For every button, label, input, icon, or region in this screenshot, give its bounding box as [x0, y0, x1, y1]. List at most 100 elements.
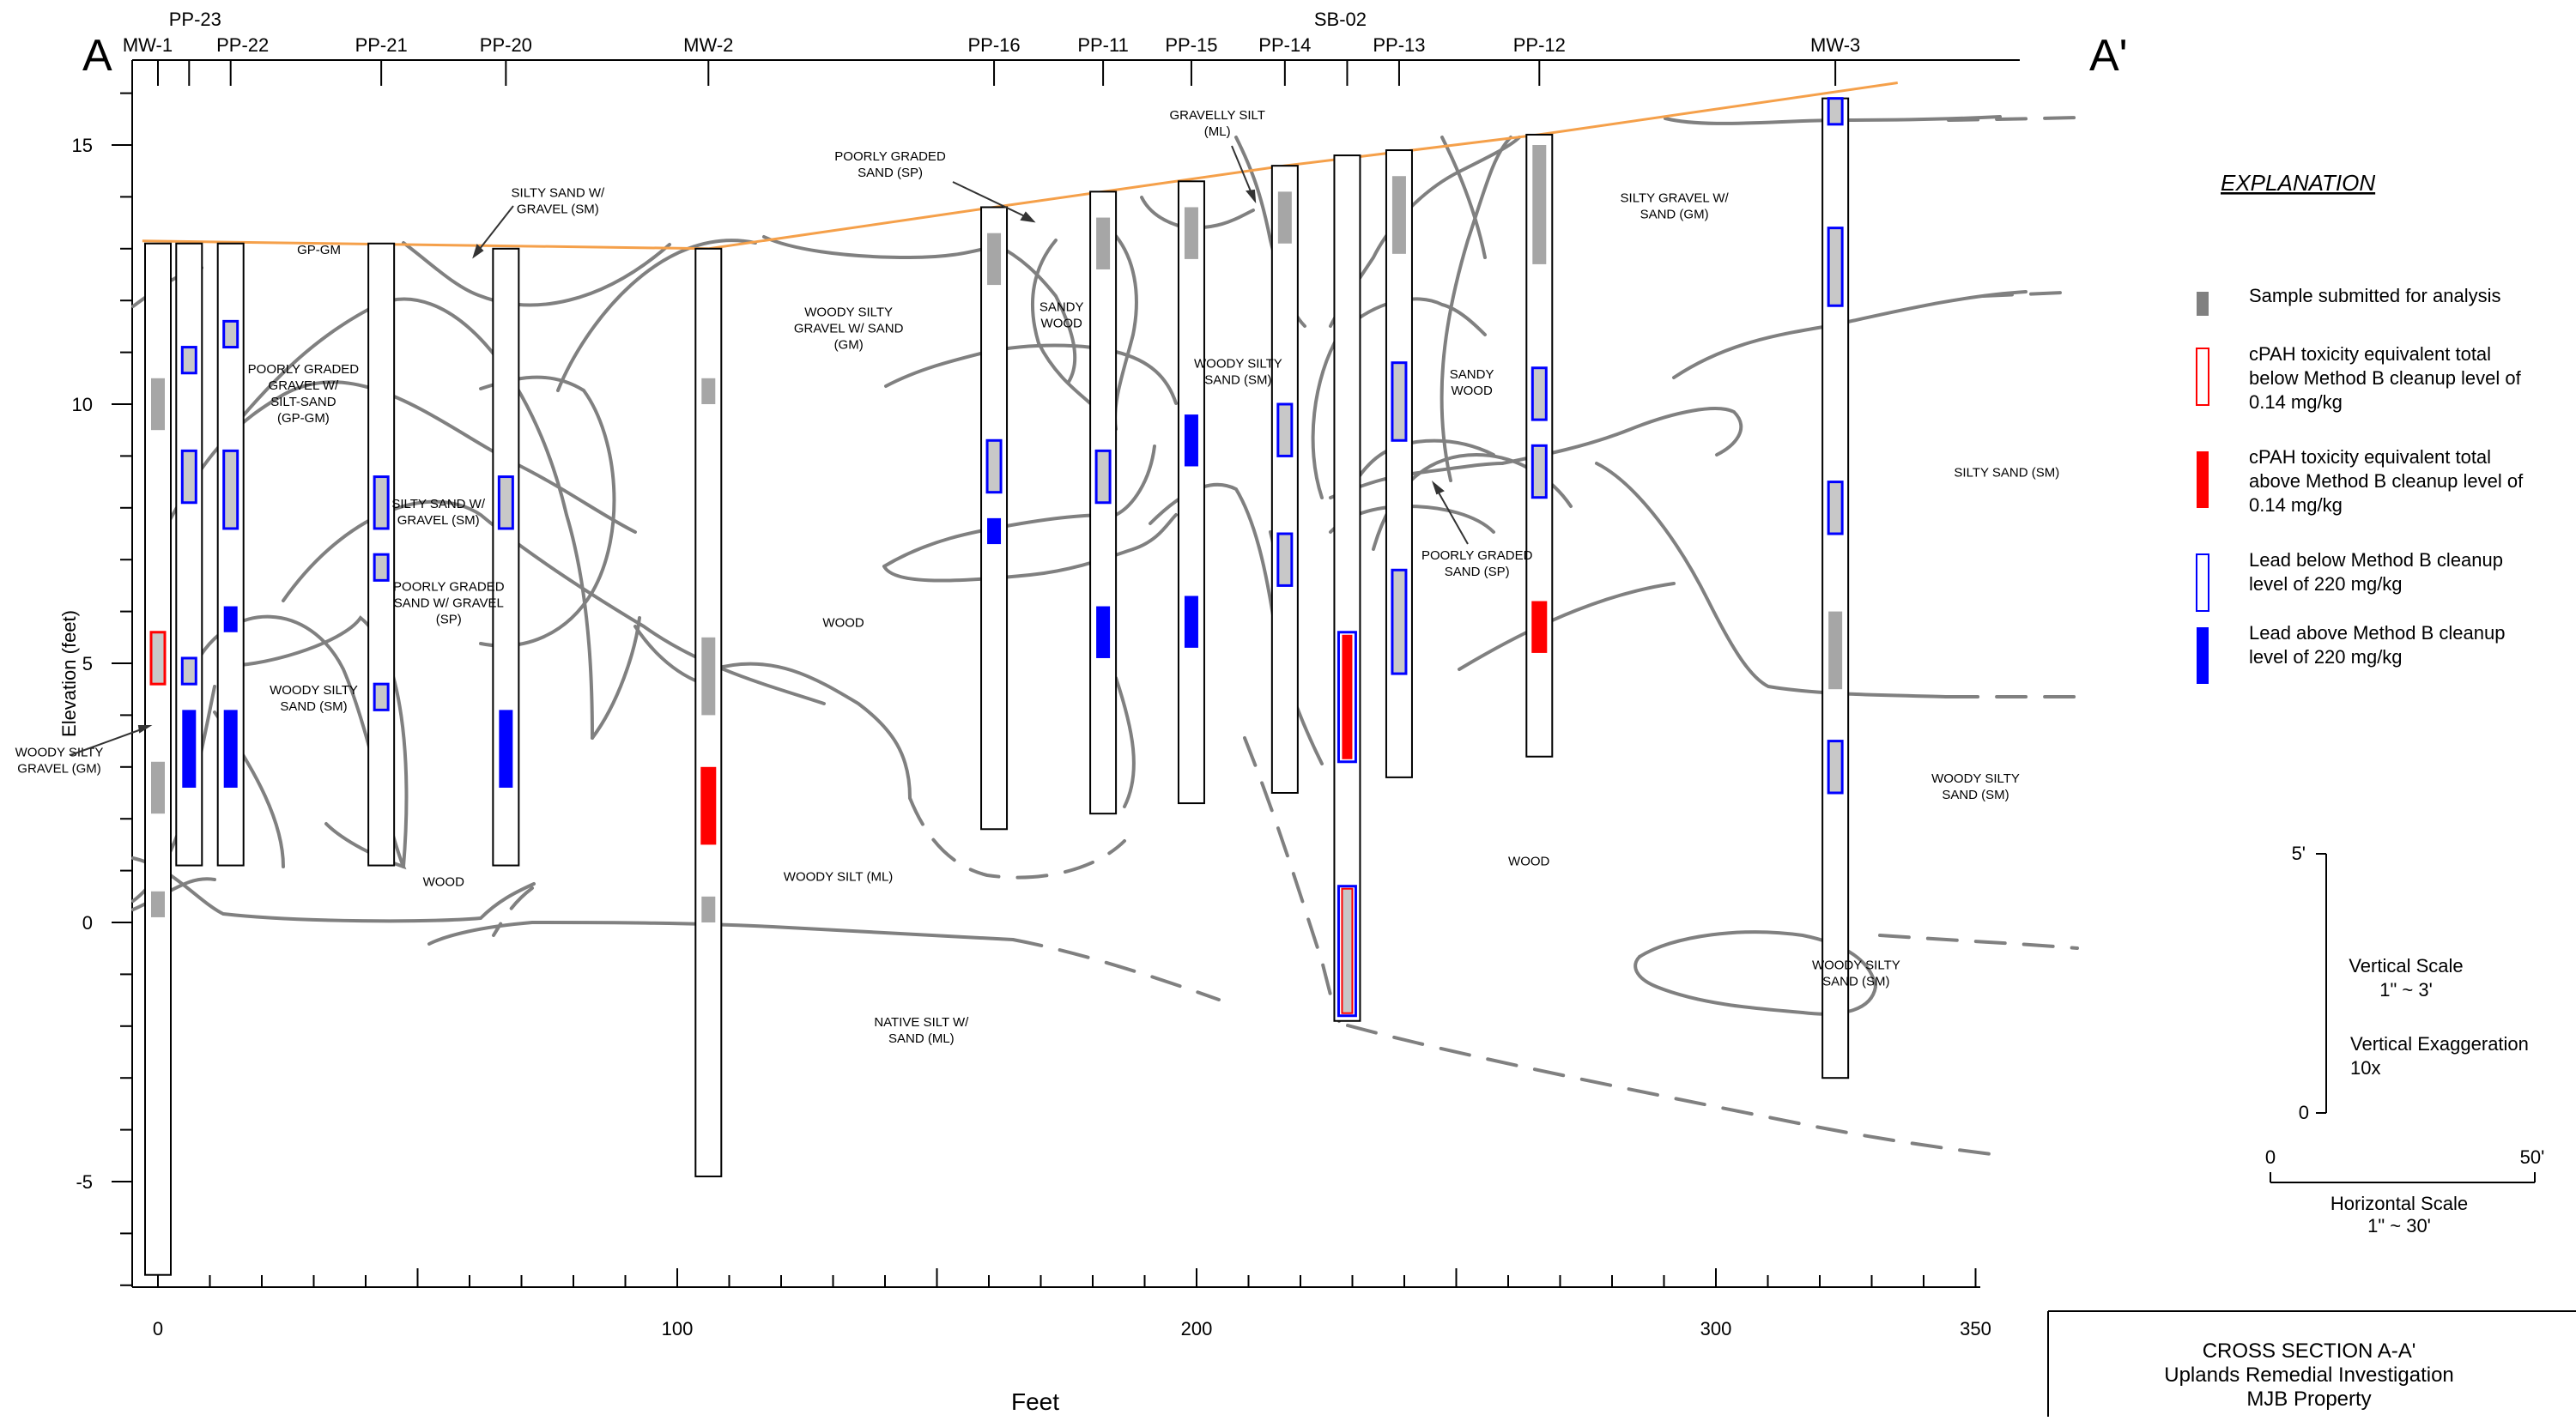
unit-label: SILT-SAND	[270, 395, 336, 409]
vertical-scale-label: Vertical Scale	[2349, 955, 2463, 977]
lead-below-mark	[180, 656, 197, 686]
legend-item-text: 0.14 mg/kg	[2249, 494, 2343, 516]
unit-label: (GP-GM)	[277, 411, 330, 426]
sample-interval	[1184, 414, 1198, 467]
well-name-label: PP-14	[1258, 34, 1311, 56]
title-line-2: Uplands Remedial Investigation	[2164, 1364, 2454, 1387]
lead-above-mark	[987, 517, 1002, 545]
y-tick-label: 5	[82, 653, 93, 674]
legend-item-text: level of 220 mg/kg	[2249, 646, 2403, 668]
well-name-label: PP-21	[355, 34, 408, 56]
contact-line	[1981, 290, 2079, 298]
plot-frame	[131, 59, 2020, 1288]
sample-interval	[1531, 601, 1548, 653]
sample-interval	[987, 517, 1002, 545]
lead-below-mark	[373, 682, 390, 711]
legend-swatch-lead-below	[2196, 553, 2209, 612]
contact-line	[402, 241, 671, 307]
unit-label: SAND W/ GRAVEL	[394, 596, 504, 610]
x-tick-label: 100	[662, 1318, 694, 1339]
vertical-scale-value: 1" ~ 3'	[2379, 979, 2433, 1001]
unit-label: WOODY SILTY	[1812, 958, 1900, 972]
sample-interval	[151, 378, 165, 431]
contact-line	[1500, 407, 1743, 465]
contact-line	[882, 513, 1178, 583]
unit-label: (SP)	[436, 612, 462, 626]
sample-gray-mark	[701, 896, 716, 922]
title-line-1: CROSS SECTION A-A'	[2203, 1339, 2416, 1363]
unit-label: GRAVEL W/	[269, 378, 340, 393]
unit-label: WOODY SILTY	[804, 305, 893, 319]
sample-interval	[223, 710, 238, 788]
contact-line	[1030, 239, 1092, 405]
unit-label: WOODY SILTY	[270, 683, 358, 698]
y-tick-label: 15	[72, 135, 93, 156]
sample-interval	[1276, 402, 1294, 457]
unit-label: WOOD	[1508, 855, 1549, 869]
well-name-label: PP-22	[216, 34, 269, 56]
sample-interval	[373, 475, 390, 530]
lead-above-mark	[1184, 596, 1198, 648]
unit-label: WOODY SILTY	[15, 746, 104, 760]
legend: EXPLANATION Sample submitted for analysi…	[2196, 170, 2524, 684]
unit-label: WOOD	[1041, 316, 1082, 330]
unit-labels: GP-GM POORLY GRADED GRAVEL W/SILT-SAND (GP-…	[15, 108, 2060, 1046]
legend-item-text: below Method B cleanup level of	[2249, 367, 2522, 389]
legend-item-text: level of 220 mg/kg	[2249, 573, 2403, 595]
unit-label: WOODY SILTY	[1194, 357, 1282, 372]
lead-below-mark	[1276, 532, 1294, 587]
y-axis-tick-labels: 15 10 5 0 -5	[72, 135, 93, 1193]
contact-line	[1011, 938, 1221, 1001]
legend-item-text: Sample submitted for analysis	[2249, 285, 2500, 306]
y-axis-ticks	[112, 92, 132, 1286]
section-marker-right: A'	[2089, 31, 2128, 81]
unit-label: GP-GM	[297, 243, 341, 257]
contact-line	[1243, 736, 1341, 1023]
exaggeration-label: Vertical Exaggeration	[2350, 1033, 2529, 1055]
unit-label: WOODY SILT (ML)	[784, 870, 894, 885]
legend-item-text: 0.14 mg/kg	[2249, 391, 2343, 413]
contact-line	[556, 239, 757, 392]
title-line-3: MJB Property	[2246, 1388, 2371, 1411]
contact-line	[218, 615, 409, 868]
contact-line	[1672, 290, 2027, 379]
sample-interval	[1336, 631, 1357, 764]
lead-below-mark	[1530, 366, 1548, 421]
legend-item-text: cPAH toxicity equivalent total	[2249, 446, 2491, 468]
contact-line	[1329, 462, 1504, 499]
unit-label: SILTY GRAVEL W/	[1621, 190, 1730, 205]
sample-interval	[1336, 885, 1357, 1018]
sample-interval	[987, 233, 1002, 286]
sample-interval	[1827, 227, 1844, 307]
sample-interval	[1530, 366, 1548, 421]
unit-label: POORLY GRADED	[834, 149, 946, 164]
lead-above-mark	[1184, 414, 1198, 467]
unit-label: SAND (SM)	[1942, 788, 2009, 802]
contact-line	[711, 662, 912, 800]
sample-interval	[222, 449, 239, 530]
legend-item-text: cPAH toxicity equivalent total	[2249, 343, 2491, 365]
section-marker-left: A	[82, 31, 112, 81]
unit-label: GRAVEL (SM)	[517, 202, 599, 216]
well-name-label: MW-1	[123, 34, 173, 56]
unit-label: SANDY	[1039, 299, 1084, 314]
contact-line	[1311, 297, 1487, 499]
sample-interval	[373, 682, 390, 711]
sample-interval	[223, 606, 238, 632]
contact-line	[762, 235, 1006, 260]
sample-interval	[1391, 568, 1408, 675]
lead-below-mark	[180, 449, 197, 505]
contact-line	[882, 444, 1156, 568]
y-tick-label: 10	[72, 394, 93, 415]
contact-line	[1633, 955, 1804, 1014]
sample-interval	[180, 449, 197, 505]
contact-line	[1114, 676, 1136, 808]
sample-interval	[701, 637, 716, 716]
y-tick-label: -5	[76, 1171, 93, 1193]
unit-label: POORLY GRADED	[393, 579, 505, 594]
y-tick-label: 0	[82, 912, 93, 934]
contact-line	[1440, 136, 1487, 259]
lead-below-mark	[985, 438, 1003, 494]
well-name-label: PP-23	[169, 9, 221, 30]
